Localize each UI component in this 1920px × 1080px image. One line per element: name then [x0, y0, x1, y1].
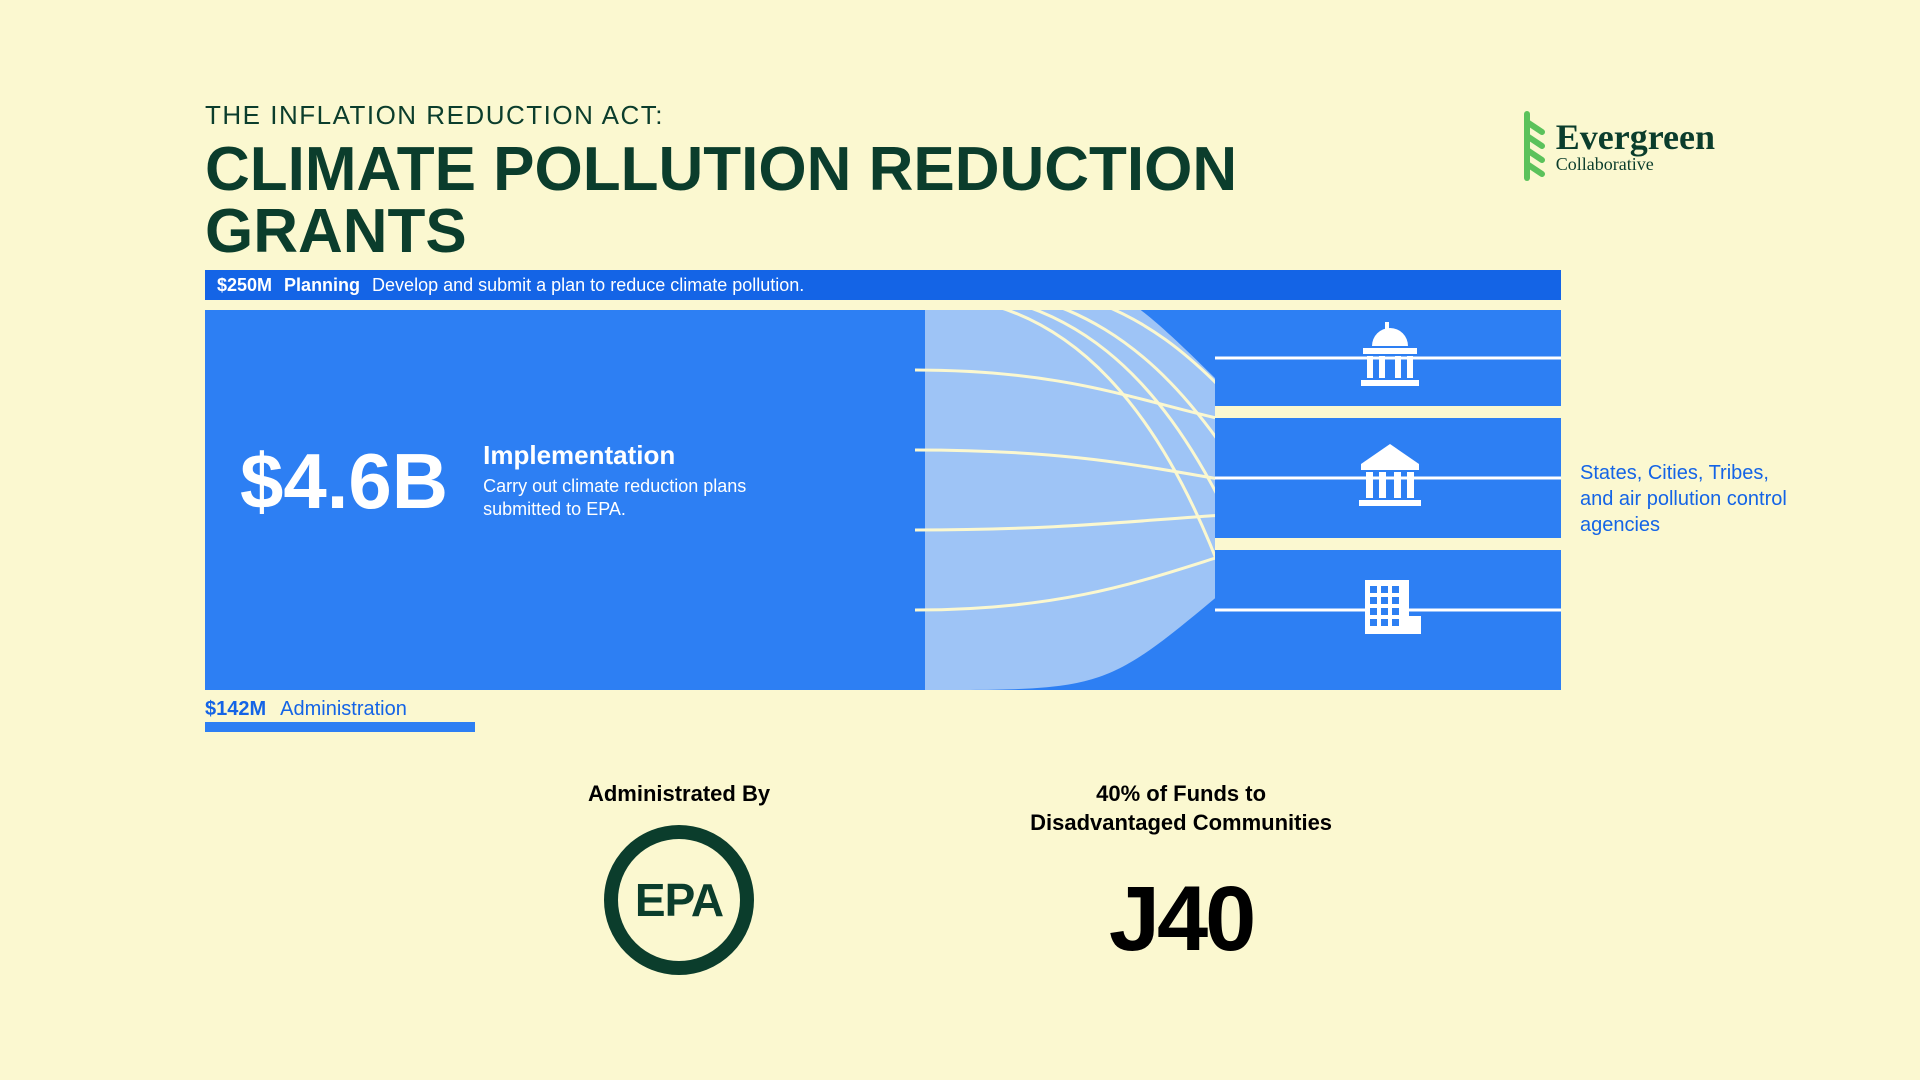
administration-band: $142M Administration: [205, 698, 407, 721]
title-block: THE INFLATION REDUCTION ACT: CLIMATE POL…: [205, 100, 1508, 263]
supertitle: THE INFLATION REDUCTION ACT:: [205, 100, 1508, 131]
logo-subtitle: Collaborative: [1556, 155, 1715, 173]
logo-text: Evergreen Collaborative: [1556, 119, 1715, 173]
implementation-label: Implementation: [483, 440, 783, 471]
epa-label: EPA: [635, 873, 723, 927]
evergreen-tree-icon: [1508, 110, 1546, 182]
header: THE INFLATION REDUCTION ACT: CLIMATE POL…: [205, 100, 1715, 263]
planning-flow-band: $250M Planning Develop and submit a plan…: [205, 270, 1561, 300]
city-hall-icon: [1355, 440, 1425, 510]
recipients-label: States, Cities, Tribes, and air pollutio…: [1580, 460, 1800, 538]
office-building-icon: [1355, 572, 1425, 642]
j40-label: J40: [1109, 873, 1254, 965]
administration-amount: $142M: [205, 698, 266, 721]
administered-by-block: Administrated By EPA: [588, 780, 770, 975]
epa-badge: EPA: [604, 825, 754, 975]
implementation-description: Carry out climate reduction plans submit…: [483, 475, 783, 522]
page-title: CLIMATE POLLUTION REDUCTION GRANTS: [205, 139, 1508, 263]
brand-logo: Evergreen Collaborative: [1508, 110, 1715, 182]
administration-label: Administration: [280, 698, 407, 721]
capitol-icon: [1355, 320, 1425, 390]
j40-heading: 40% of Funds to Disadvantaged Communitie…: [1030, 780, 1332, 837]
administered-by-heading: Administrated By: [588, 780, 770, 809]
administration-bar: [205, 722, 475, 732]
planning-description: Develop and submit a plan to reduce clim…: [372, 275, 804, 296]
footer: Administrated By EPA 40% of Funds to Dis…: [0, 780, 1920, 975]
logo-name: Evergreen: [1556, 119, 1715, 155]
implementation-amount: $4.6B: [240, 442, 448, 520]
planning-amount: $250M: [217, 275, 272, 296]
planning-label: Planning: [284, 275, 360, 296]
sankey-diagram: $250M Planning Develop and submit a plan…: [205, 270, 1561, 690]
implementation-text: $4.6B Implementation Carry out climate r…: [240, 440, 783, 522]
j40-block: 40% of Funds to Disadvantaged Communitie…: [1030, 780, 1332, 975]
